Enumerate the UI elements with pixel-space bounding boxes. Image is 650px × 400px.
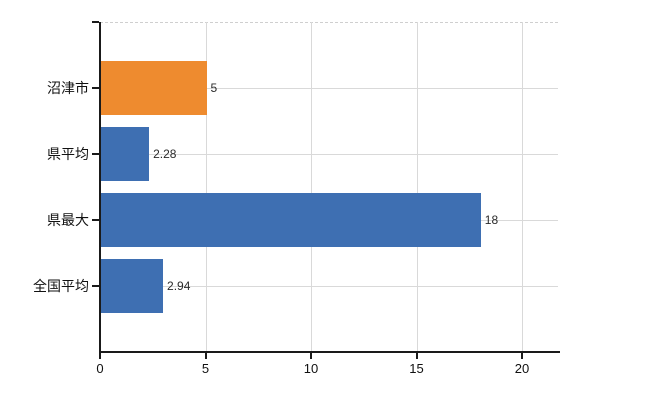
y-tick-mark <box>92 87 99 89</box>
y-tick-mark <box>92 285 99 287</box>
x-axis <box>99 351 560 353</box>
x-tick-label: 0 <box>96 361 104 376</box>
value-label: 2.28 <box>153 147 177 161</box>
gridline-vertical <box>522 22 523 352</box>
bar <box>101 127 150 181</box>
gridline-horizontal <box>100 285 558 287</box>
x-tick-label: 15 <box>409 361 424 376</box>
bar <box>101 193 481 247</box>
bar <box>101 61 207 115</box>
value-label: 2.94 <box>167 279 191 293</box>
x-tick-label: 5 <box>201 361 210 376</box>
value-label: 18 <box>484 213 499 227</box>
x-tick-mark <box>415 353 418 359</box>
gridline-vertical <box>205 22 207 352</box>
x-tick-mark <box>310 353 312 359</box>
x-tick-mark <box>521 353 523 359</box>
x-tick-label: 10 <box>303 361 319 376</box>
y-tick-mark <box>92 153 99 155</box>
gridline-vertical <box>416 22 418 352</box>
plot-top-border <box>100 22 558 23</box>
y-axis-end-tick <box>92 21 99 23</box>
x-tick-mark <box>99 353 101 359</box>
category-label: 県最大 <box>47 212 89 228</box>
gridline-horizontal <box>100 87 558 89</box>
bar <box>101 259 164 313</box>
x-tick-mark <box>204 353 207 359</box>
category-label: 県平均 <box>47 146 89 162</box>
value-label: 5 <box>210 81 218 95</box>
category-label: 沼津市 <box>47 80 89 96</box>
y-axis <box>99 22 101 352</box>
x-tick-label: 20 <box>514 361 530 376</box>
gridline-vertical <box>311 22 312 352</box>
y-tick-mark <box>92 219 99 221</box>
category-label: 全国平均 <box>33 278 89 294</box>
gridline-horizontal <box>100 153 558 155</box>
